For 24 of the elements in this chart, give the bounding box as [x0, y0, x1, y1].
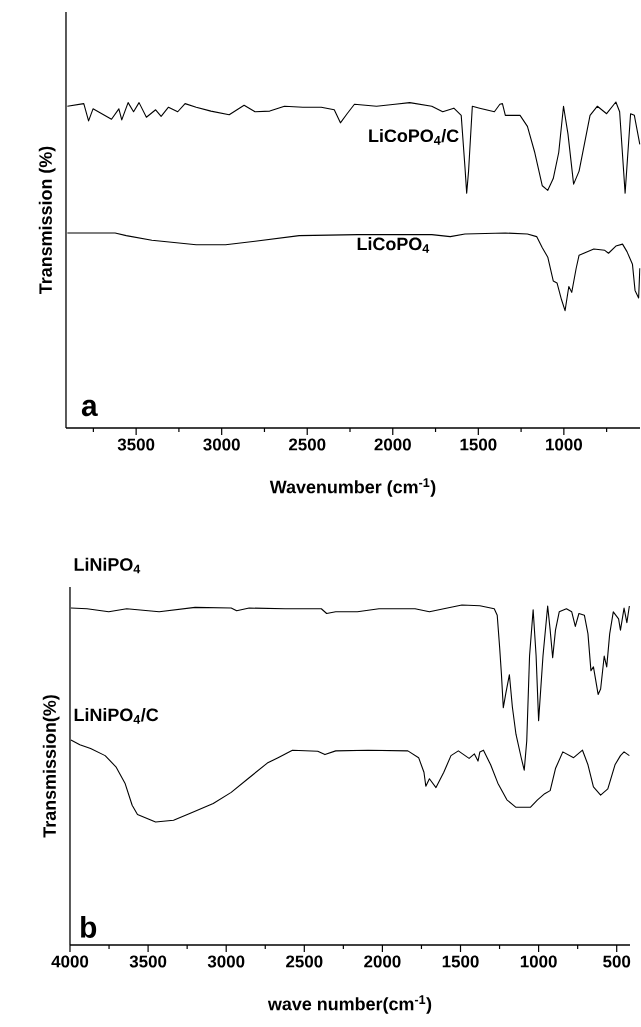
- x-tick-label: 1000: [546, 438, 583, 451]
- x-tick-label: 2000: [364, 955, 401, 968]
- x-tick-label: 3500: [117, 438, 155, 451]
- x-tick-label: 1000: [521, 955, 557, 968]
- x-tick-label: 500: [603, 955, 631, 968]
- x-axis-title: wave number(cm$^{-1}$): [268, 995, 432, 1014]
- series-label: LiNiPO$_{4}$: [74, 557, 141, 574]
- series-label: LiCoPO$_{4}$/C: [369, 128, 459, 145]
- x-tick-label: 1500: [442, 955, 479, 968]
- series-label: LiNiPO$_{4}$/C: [74, 708, 159, 724]
- x-tick-label: 3000: [203, 438, 240, 451]
- annotation: a: [82, 399, 98, 417]
- x-tick-label: 2500: [286, 955, 323, 968]
- series-label: LiCoPO$_{4}$: [357, 237, 430, 253]
- annotation: b: [81, 915, 97, 938]
- y-axis-title: Transmission (%): [38, 146, 56, 295]
- x-axis-title: Wavenumber (cm$^{-1}$): [269, 478, 436, 497]
- x-tick-label: 3000: [207, 955, 245, 968]
- x-tick-label: 2000: [374, 438, 412, 451]
- x-tick-label: 1500: [460, 438, 497, 451]
- x-tick-label: 2500: [289, 438, 326, 451]
- x-tick-label: 3500: [129, 955, 167, 968]
- x-tick-label: 4000: [51, 955, 89, 968]
- y-axis-title: Transmission(%): [42, 695, 60, 838]
